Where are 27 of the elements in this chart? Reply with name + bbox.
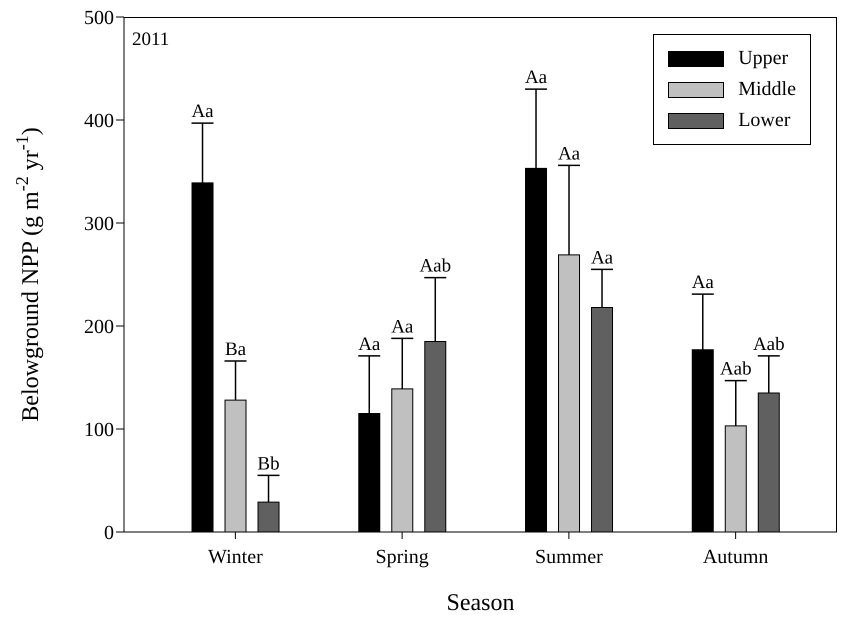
legend-label: Middle xyxy=(738,78,796,101)
x-tick-label: Spring xyxy=(375,546,429,568)
annotation: Aa xyxy=(590,247,614,268)
annotation: Aa xyxy=(692,272,714,294)
annotation: Aab xyxy=(419,256,452,277)
annotation: Aab xyxy=(720,358,752,380)
x-axis-title: Season xyxy=(446,590,514,616)
annotation: Aa xyxy=(524,67,548,88)
annotation: Bb xyxy=(257,453,280,474)
annotation: Aa xyxy=(391,316,414,338)
y-tick-label: 200 xyxy=(84,316,114,338)
x-tick-label: Autumn xyxy=(702,546,768,568)
annotation: Aa xyxy=(191,101,214,122)
annotation: Aa xyxy=(558,143,581,164)
annotation: Ba xyxy=(224,339,247,360)
x-tick-label: Summer xyxy=(534,546,604,568)
y-tick-label: 100 xyxy=(84,419,114,442)
y-tick-label: 0 xyxy=(104,522,114,544)
annotation: Aa xyxy=(358,334,381,355)
legend-label: Upper xyxy=(738,47,788,70)
legend-label: Lower xyxy=(738,109,790,132)
x-tick-label: Winter xyxy=(208,546,264,568)
annotation: Aab xyxy=(752,334,785,355)
y-tick-label: 400 xyxy=(84,110,114,132)
annotation: 2011 xyxy=(132,29,170,51)
y-tick-label: 500 xyxy=(84,7,114,30)
y-tick-label: 300 xyxy=(84,213,114,236)
